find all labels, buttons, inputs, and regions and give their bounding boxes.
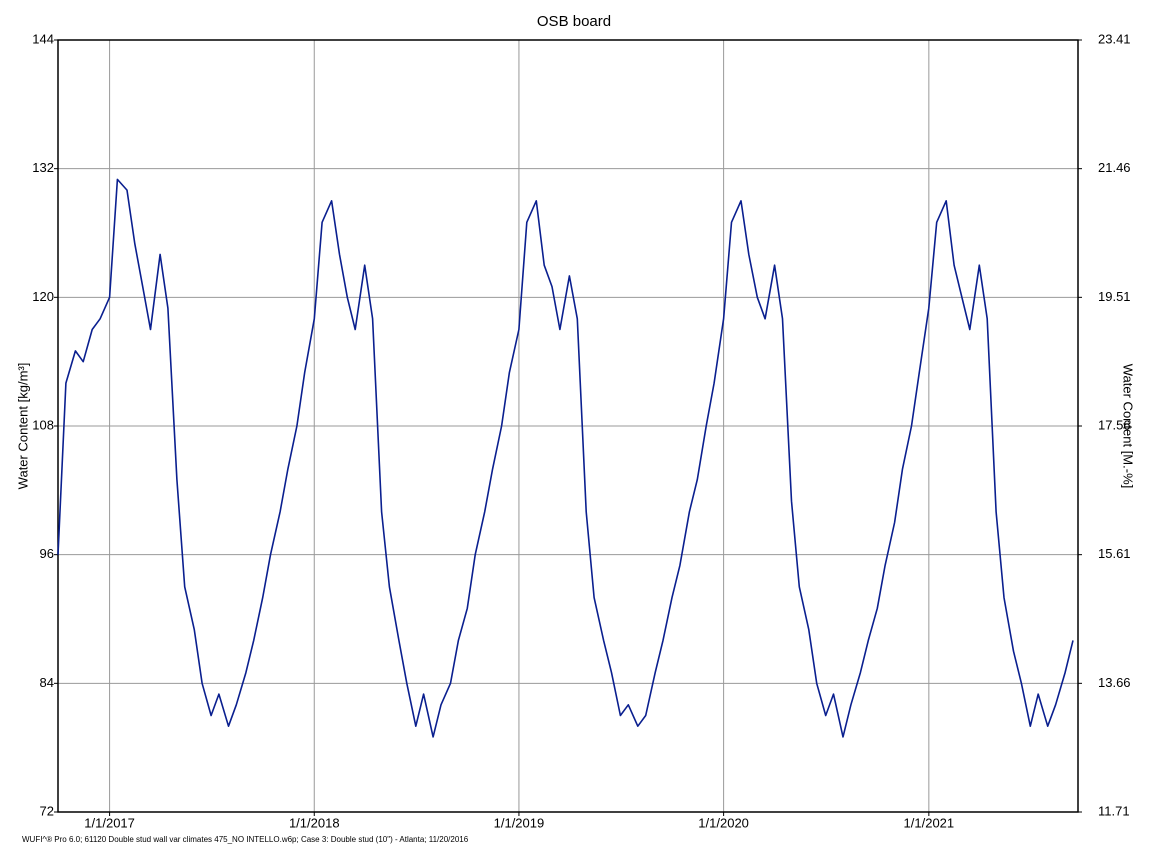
y2-tick-label: 11.71 bbox=[1098, 803, 1130, 818]
y2-tick-label: 15.61 bbox=[1098, 546, 1131, 561]
data-line bbox=[57, 178, 1074, 738]
x-tick-label: 1/1/2017 bbox=[84, 815, 135, 830]
x-tick-label: 1/1/2019 bbox=[494, 815, 545, 830]
y-tick-label: 120 bbox=[32, 289, 54, 304]
y2-tick-label: 23.41 bbox=[1098, 31, 1131, 46]
y2-axis-label: Water Content [M.-%] bbox=[1121, 364, 1136, 489]
x-tick-label: 1/1/2018 bbox=[289, 815, 340, 830]
y-tick-label: 84 bbox=[40, 675, 54, 690]
y2-tick-label: 13.66 bbox=[1098, 675, 1131, 690]
footnote: WUFI^® Pro 6.0; 61120 Double stud wall v… bbox=[22, 835, 469, 844]
y2-tick-label: 17.56 bbox=[1098, 417, 1131, 432]
y-tick-label: 72 bbox=[40, 803, 54, 818]
y-tick-label: 108 bbox=[32, 417, 54, 432]
chart-title: OSB board bbox=[537, 13, 611, 30]
y-axis-label: Water Content [kg/m³] bbox=[15, 363, 30, 490]
plot-frame bbox=[57, 39, 1079, 813]
y-tick-label: 132 bbox=[32, 160, 54, 175]
y2-tick-label: 21.46 bbox=[1098, 160, 1131, 175]
x-tick-label: 1/1/2020 bbox=[698, 815, 749, 830]
y2-tick-label: 19.51 bbox=[1098, 289, 1131, 304]
y-tick-label: 96 bbox=[40, 546, 54, 561]
y-tick-label: 144 bbox=[32, 31, 54, 46]
x-tick-label: 1/1/2021 bbox=[904, 815, 955, 830]
